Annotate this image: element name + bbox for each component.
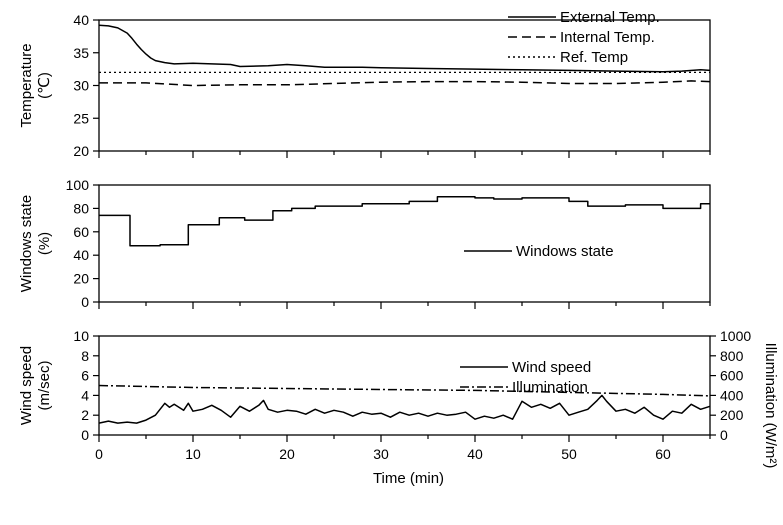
y-tick-label: 30: [73, 78, 89, 94]
x-axis-title: Time (min): [373, 470, 444, 487]
y-tick-label: 80: [73, 200, 89, 216]
series-line-external-temp: [98, 24, 711, 73]
panel-temperature: 20 25 30 35 40 Temperature (℃) External Temp. In…: [18, 9, 711, 159]
y-tick-label: 10: [73, 328, 89, 344]
y-tick-label: 2: [81, 407, 89, 423]
y-tick-label: 0: [81, 427, 89, 443]
x-tick-label: 20: [279, 446, 295, 462]
y2-tick-label: 1000: [720, 328, 751, 344]
x-tick-label: 10: [185, 446, 201, 462]
y-axis-title-line-0: Wind speed: [18, 346, 35, 425]
x-tick-label: 60: [655, 446, 671, 462]
legend-label: Illumination: [512, 379, 588, 396]
y2-axis-title: Illumination (W/m²): [762, 343, 779, 469]
y-tick-label: 20: [73, 143, 89, 159]
y2-tick-label: 400: [720, 387, 744, 403]
y-tick-label: 60: [73, 224, 89, 240]
y2-tick-label: 0: [720, 427, 728, 443]
panel-wind-illumination: 0 2 4 6 8 10 0 200 400 600 800 1000 0 10 20 30 40 50 60 Win…: [18, 328, 779, 487]
y-tick-label: 4: [81, 387, 89, 403]
y-tick-label: 6: [81, 368, 89, 384]
plot-frame-1: [98, 184, 711, 303]
y-tick-label: 8: [81, 348, 89, 364]
x-tick-label: 40: [467, 446, 483, 462]
series-line-windows-state: [99, 195, 710, 247]
y-axis-title-line-1: (m/sec): [36, 361, 53, 411]
y-tick-label: 40: [73, 12, 89, 28]
y-tick-label: 25: [73, 110, 89, 126]
series-line-wind-speed: [98, 394, 711, 424]
y-axis-title-line-0: Temperature: [18, 43, 35, 127]
y-tick-label: 0: [81, 294, 89, 310]
series-line-internal-temp: [99, 80, 711, 87]
plot-frame-2: [98, 335, 711, 436]
y-tick-label: 100: [66, 177, 90, 193]
y-axis-title-line-0: Windows state: [18, 195, 35, 293]
y-tick-label: 40: [73, 247, 89, 263]
y-tick-label: 35: [73, 45, 89, 61]
x-tick-label: 50: [561, 446, 577, 462]
legend-label: Ref. Temp: [560, 49, 628, 66]
legend-label: External Temp.: [560, 9, 660, 26]
legend-label: Windows state: [516, 243, 614, 260]
y-tick-label: 20: [73, 271, 89, 287]
series-line-illumination: [98, 384, 711, 397]
y-axis-title-line-1: (%): [36, 232, 53, 255]
x-tick-label: 30: [373, 446, 389, 462]
x-tick-label: 0: [95, 446, 103, 462]
y2-tick-label: 200: [720, 407, 744, 423]
y2-tick-label: 800: [720, 348, 744, 364]
y-axis-title-line-1: (℃): [36, 72, 53, 99]
legend-label: Wind speed: [512, 359, 591, 376]
legend-label: Internal Temp.: [560, 29, 655, 46]
y2-tick-label: 600: [720, 368, 744, 384]
